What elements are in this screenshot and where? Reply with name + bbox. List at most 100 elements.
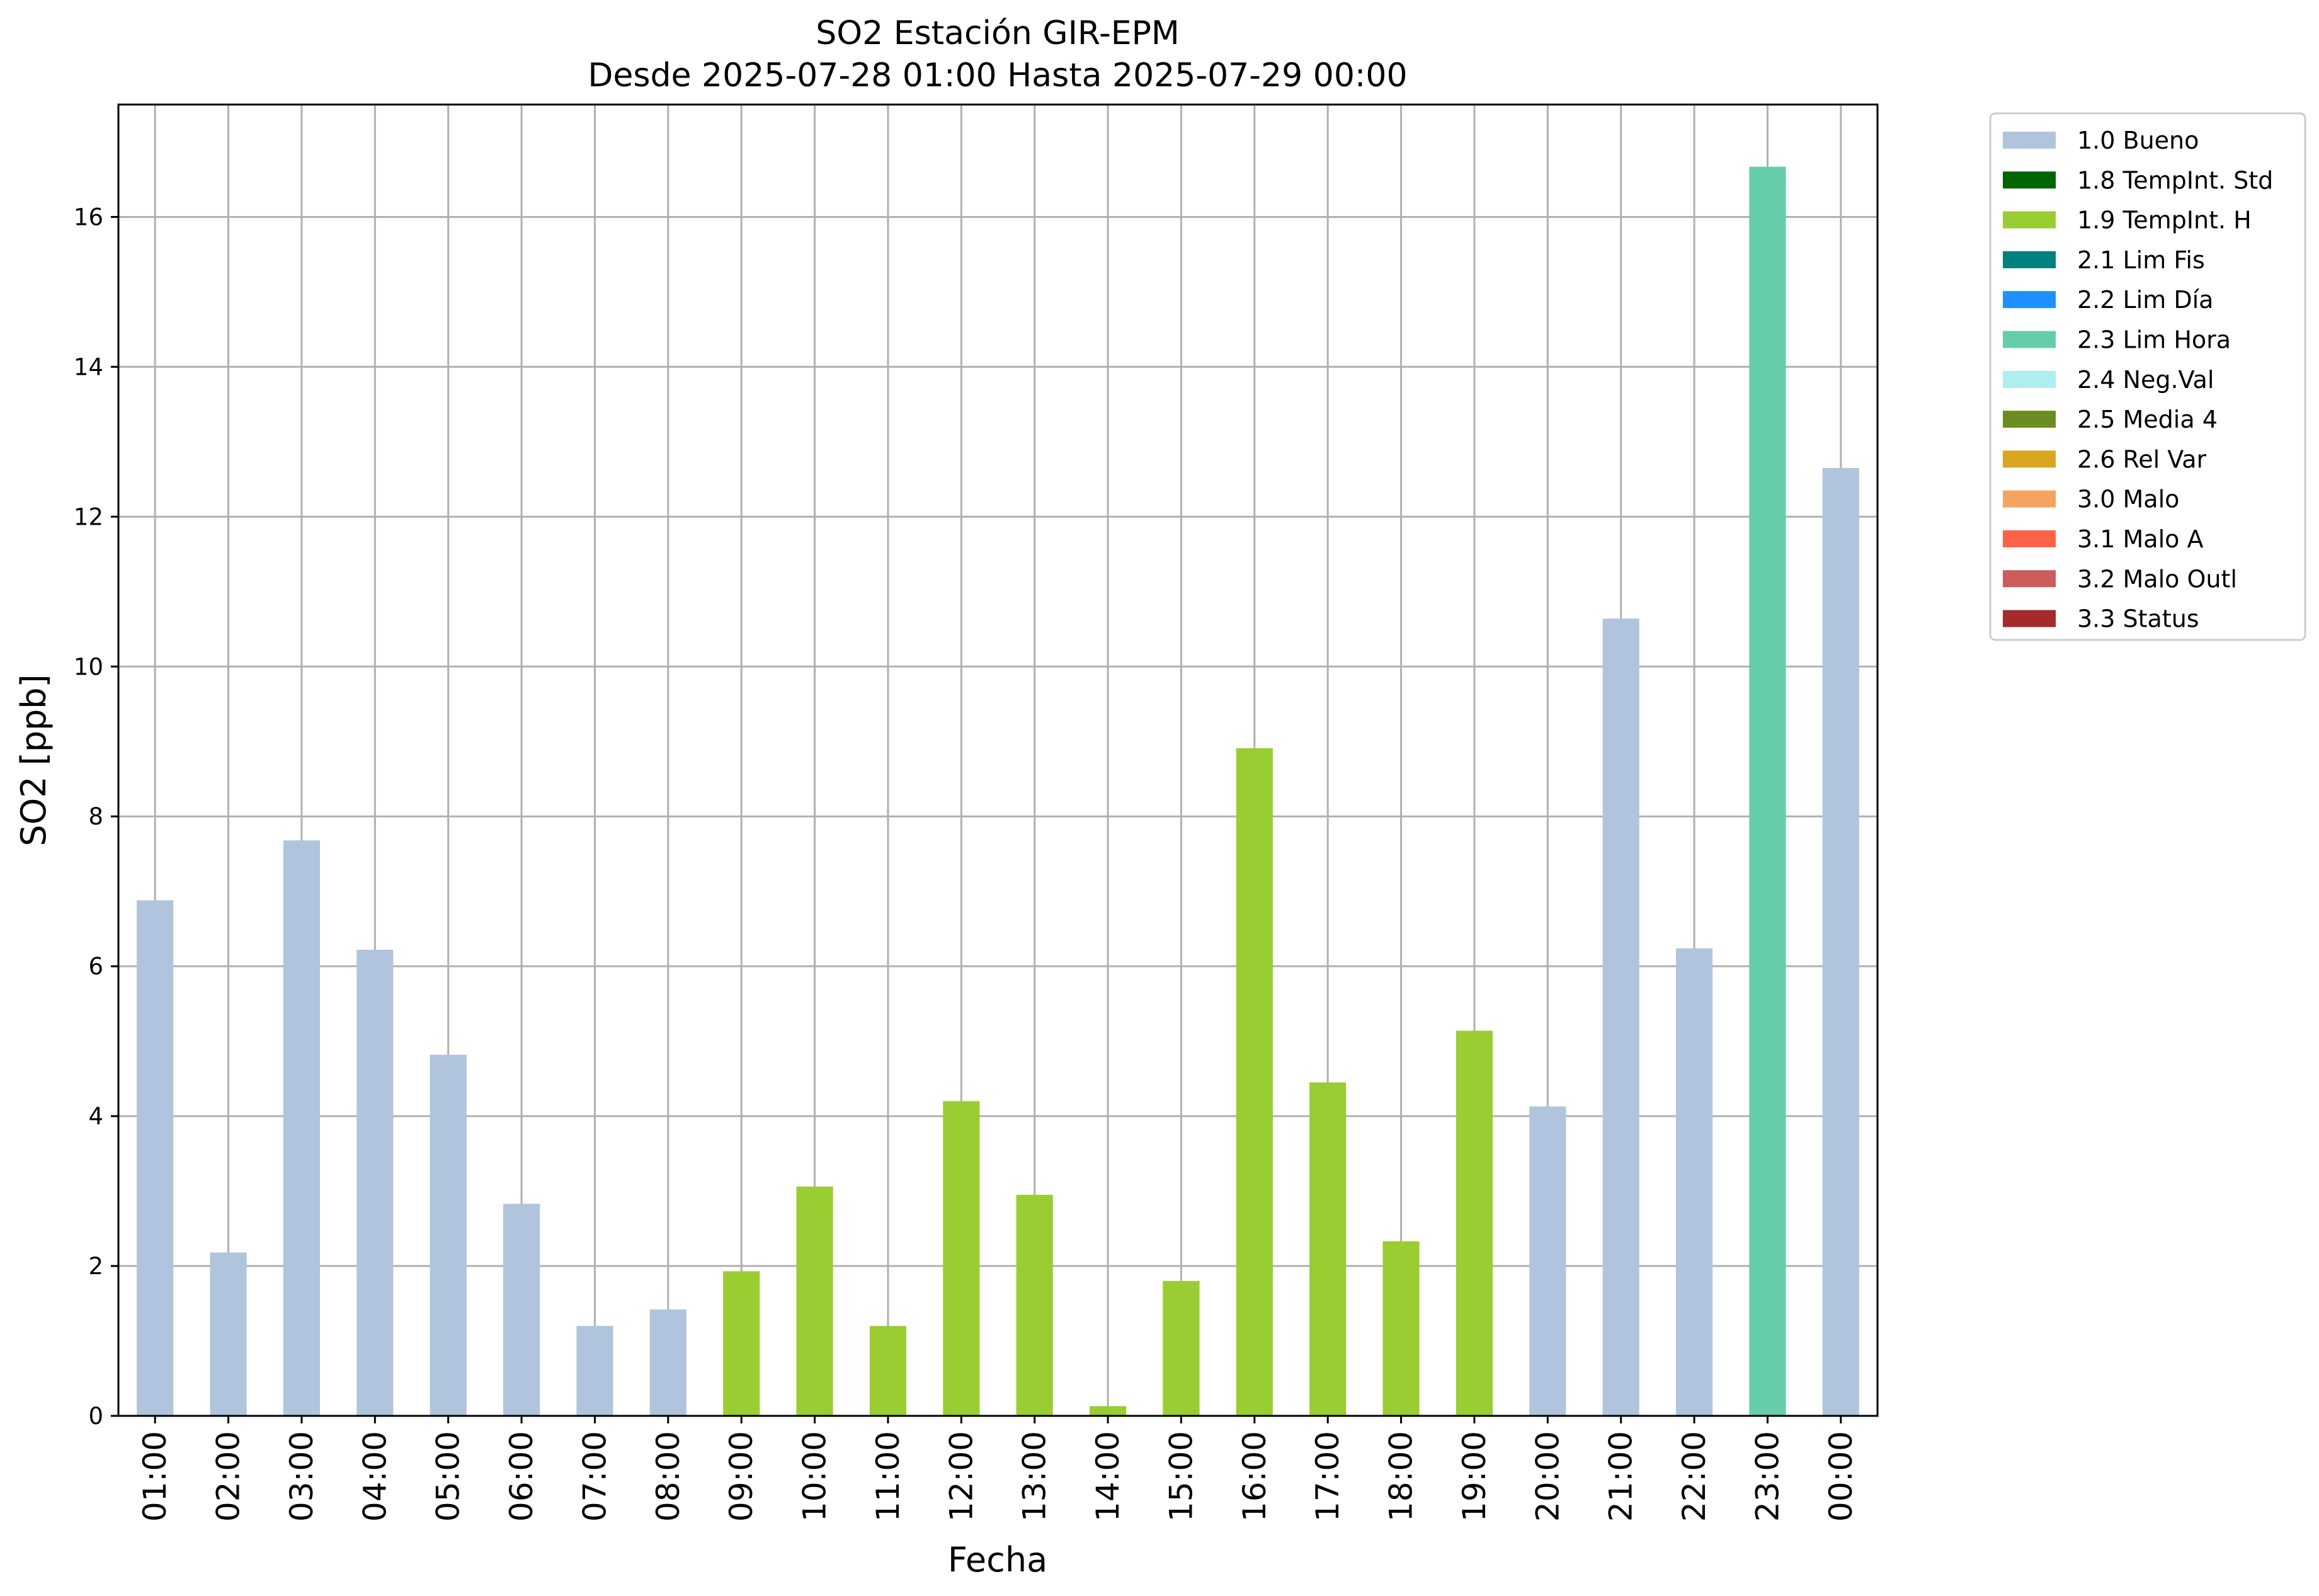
bar-04:00: [356, 949, 394, 1416]
bar-22:00: [1675, 948, 1713, 1416]
legend-swatch: [2003, 411, 2056, 428]
legend-label: 1.9 TempInt. H: [2077, 207, 2252, 234]
legend-label: 3.2 Malo Outl: [2077, 565, 2237, 593]
x-tick-label: 20:00: [1529, 1431, 1566, 1522]
y-axis-ticks: 0 2 4 6 8 10 12 14 16: [74, 203, 118, 1430]
y-tick-label: 10: [74, 653, 103, 680]
legend-swatch: [2003, 251, 2056, 268]
legend-swatch: [2003, 171, 2056, 189]
legend-swatch: [2003, 291, 2056, 309]
bar-16:00: [1236, 748, 1273, 1416]
bar-10:00: [796, 1186, 833, 1416]
x-tick-label: 04:00: [356, 1431, 393, 1522]
legend-label: 2.6 Rel Var: [2077, 445, 2207, 473]
bar-14:00: [1089, 1406, 1127, 1416]
x-tick-label: 06:00: [503, 1431, 540, 1522]
y-tick-label: 0: [88, 1403, 103, 1430]
legend-item: 3.3 Status: [2003, 605, 2199, 633]
x-tick-label: 13:00: [1017, 1431, 1053, 1522]
legend-label: 2.1 Lim Fis: [2077, 246, 2205, 274]
legend-label: 2.4 Neg.Val: [2077, 366, 2214, 394]
legend-item: 2.6 Rel Var: [2003, 445, 2207, 473]
legend-label: 1.8 TempInt. Std: [2077, 166, 2273, 194]
legend-item: 1.9 TempInt. H: [2003, 207, 2252, 234]
chart-subtitle: Desde 2025-07-28 01:00 Hasta 2025-07-29 …: [588, 57, 1407, 94]
legend-item: 1.8 TempInt. Std: [2003, 166, 2273, 194]
legend-item: 2.1 Lim Fis: [2003, 246, 2205, 274]
bar-11:00: [869, 1326, 907, 1416]
bar-13:00: [1016, 1195, 1053, 1416]
bar-05:00: [430, 1054, 467, 1416]
legend-frame: [1989, 112, 2306, 641]
y-tick-label: 2: [88, 1253, 103, 1280]
x-tick-label: 10:00: [797, 1431, 833, 1522]
legend-label: 3.0 Malo: [2077, 486, 2179, 513]
chart-title: SO2 Estación GIR-EPM: [816, 14, 1180, 52]
legend-item: 3.1 Malo A: [2003, 525, 2203, 553]
x-tick-label: 19:00: [1456, 1431, 1493, 1522]
legend-swatch: [2003, 370, 2056, 388]
x-tick-label: 23:00: [1749, 1431, 1786, 1522]
x-tick-label: 02:00: [210, 1431, 247, 1522]
x-tick-label: 17:00: [1309, 1431, 1346, 1522]
x-tick-label: 01:00: [137, 1431, 173, 1522]
x-tick-label: 16:00: [1236, 1431, 1273, 1522]
legend-swatch: [2003, 570, 2056, 588]
x-tick-label: 21:00: [1603, 1431, 1639, 1522]
y-tick-label: 12: [74, 503, 103, 530]
bar-09:00: [723, 1271, 760, 1416]
legend-item: 1.0 Bueno: [2003, 127, 2199, 154]
x-tick-label: 22:00: [1676, 1431, 1712, 1522]
bar-01:00: [137, 900, 174, 1416]
legend-item: 3.2 Malo Outl: [2003, 565, 2237, 593]
bar-06:00: [503, 1204, 540, 1416]
plot-area-frame: [117, 103, 1879, 1417]
x-tick-label: 15:00: [1163, 1431, 1199, 1522]
bar-17:00: [1309, 1082, 1347, 1416]
bar-18:00: [1382, 1241, 1420, 1416]
legend-item: 2.4 Neg.Val: [2003, 366, 2214, 394]
bar-02:00: [210, 1252, 247, 1416]
legend-label: 1.0 Bueno: [2077, 127, 2199, 154]
bar-15:00: [1163, 1280, 1200, 1416]
x-tick-label: 03:00: [283, 1431, 320, 1522]
legend-label: 2.3 Lim Hora: [2077, 326, 2231, 354]
bar-21:00: [1602, 618, 1639, 1416]
y-tick-label: 6: [88, 953, 103, 980]
legend-swatch: [2003, 490, 2056, 508]
legend-label: 2.2 Lim Día: [2077, 286, 2213, 314]
y-tick-label: 8: [88, 803, 103, 830]
x-tick-label: 08:00: [650, 1431, 687, 1522]
bar-20:00: [1529, 1106, 1566, 1416]
x-axis-ticks: 01:00 02:00 03:00 04:00 05:00 06:00 07:00 08:00…: [137, 1416, 1859, 1522]
legend-swatch: [2003, 132, 2056, 149]
legend-label: 2.5 Media 4: [2077, 406, 2218, 433]
y-axis-label: SO2 [ppb]: [14, 674, 54, 846]
x-tick-label: 14:00: [1090, 1431, 1126, 1522]
bar-03:00: [283, 840, 321, 1416]
bar-12:00: [943, 1101, 980, 1416]
x-tick-label: 05:00: [430, 1431, 467, 1522]
legend-item: 3.0 Malo: [2003, 486, 2179, 513]
legend-item: 2.5 Media 4: [2003, 406, 2218, 433]
bar-08:00: [649, 1309, 687, 1416]
legend-item: 2.3 Lim Hora: [2003, 326, 2231, 354]
y-tick-label: 4: [88, 1103, 103, 1130]
bar-19:00: [1456, 1030, 1493, 1416]
x-tick-label: 00:00: [1823, 1431, 1859, 1522]
legend-item: 2.2 Lim Día: [2003, 286, 2213, 314]
legend: 1.0 Bueno 1.8 TempInt. Std 1.9 TempInt. H 2…: [1989, 112, 2306, 641]
x-tick-label: 18:00: [1383, 1431, 1420, 1522]
bar-00:00: [1822, 468, 1859, 1416]
legend-label: 3.3 Status: [2077, 605, 2199, 633]
bars: [137, 166, 1859, 1416]
y-tick-label: 16: [74, 203, 103, 231]
legend-swatch: [2003, 530, 2056, 547]
x-tick-label: 07:00: [576, 1431, 613, 1522]
legend-label: 3.1 Malo A: [2077, 525, 2203, 553]
bar-07:00: [576, 1326, 613, 1416]
legend-swatch: [2003, 331, 2056, 348]
x-tick-label: 12:00: [943, 1431, 979, 1522]
x-tick-label: 11:00: [870, 1431, 906, 1522]
